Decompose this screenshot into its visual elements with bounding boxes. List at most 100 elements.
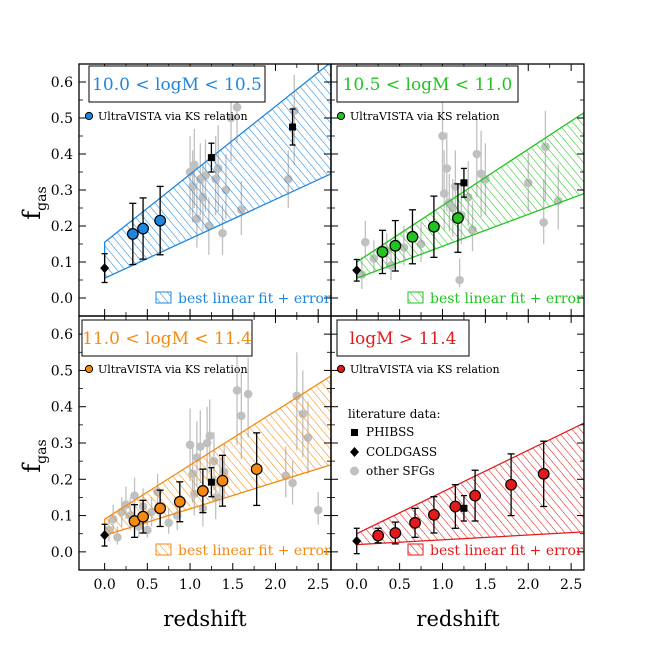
panel-4: 0.0 0.5 1.0 1.5 2.0 2.5 logM > 11.4 UltraVISTA … <box>330 315 585 593</box>
x-tick-label: 2.5 <box>307 577 329 593</box>
fit-band <box>356 422 584 546</box>
x-tick-label: 2.0 <box>264 577 286 593</box>
ultravista-point <box>173 495 186 508</box>
fit-band <box>103 375 331 537</box>
y-tick-label: 0.2 <box>51 472 73 488</box>
ultravista-point <box>469 489 481 502</box>
fit-legend-marker <box>407 291 424 304</box>
x-tick-label: 0.0 <box>346 577 368 593</box>
other-sfg-point <box>438 131 447 141</box>
y-axis-label-top: fgas <box>18 186 50 219</box>
y-axis-label-bottom: fgas <box>18 439 50 472</box>
ultravista-legend-label: UltraVISTA via KS relation <box>350 363 500 376</box>
other-sfg-point <box>313 505 323 515</box>
panel-frame <box>330 315 585 571</box>
panel-1: 0.0 0.1 0.2 0.3 0.4 0.5 0.6 10.0 < logM < 10.5 U… <box>51 63 332 317</box>
other-sfg-point <box>288 478 297 488</box>
phibss-point <box>207 154 215 162</box>
ultravista-point <box>537 467 550 480</box>
coldgass-legend-label: COLDGASS <box>366 445 437 459</box>
panel-title: 11.0 < logM < 11.4 <box>82 329 252 349</box>
ultravista-point <box>406 230 419 243</box>
fit-legend-marker <box>155 291 172 304</box>
other-sfg-point <box>455 275 464 285</box>
ultravista-point <box>372 529 385 542</box>
phibss-legend-label: PHIBSS <box>366 425 414 439</box>
ultravista-point <box>154 214 167 227</box>
ultravista-point <box>137 510 149 523</box>
literature-legend: literature data: PHIBSS COLDGASS other S… <box>348 407 441 478</box>
y-tick-label: 0.5 <box>51 111 73 127</box>
y-tick-label: 0.1 <box>51 509 73 525</box>
panel-title-box <box>81 319 253 357</box>
x-tick-label: 0.5 <box>136 577 158 593</box>
panel-3: 0.0 0.5 1.0 1.5 2.0 2.5 0.0 0.1 0.2 0.3 0.4 0.5 0.6 1… <box>51 315 332 593</box>
x-tick-label: 0.0 <box>93 577 115 593</box>
panel-title-box <box>336 65 519 103</box>
ultravista-legend-label: UltraVISTA via KS relation <box>98 363 248 376</box>
panel-title-box <box>88 65 266 103</box>
phibss-point <box>289 123 297 131</box>
fit-band <box>356 111 584 280</box>
x-tick-label: 1.5 <box>222 577 244 593</box>
ultravista-point <box>428 508 440 521</box>
other-sfgs-legend-label: other SFGs <box>366 464 435 478</box>
y-tick-label: 0.0 <box>51 291 73 307</box>
panel-title: logM > 11.4 <box>350 329 457 349</box>
other-sfg-point <box>361 237 370 247</box>
panel-body <box>352 422 584 555</box>
panel-title-box <box>336 319 470 357</box>
coldgass-point <box>352 535 362 546</box>
other-sfg-point <box>243 389 253 399</box>
ultravista-point <box>196 484 209 497</box>
coldgass-point <box>352 265 362 276</box>
coldgass-point <box>100 263 110 274</box>
other-sfg-point <box>442 164 452 173</box>
other-sfg-point <box>196 442 205 451</box>
y-tick-label: 0.2 <box>51 219 73 235</box>
y-tick-label: 0.6 <box>51 327 73 343</box>
x-tick-label: 1.0 <box>179 577 201 593</box>
y-tick-label: 0.3 <box>51 183 73 199</box>
y-tick-label: 0.0 <box>51 545 73 561</box>
other-sfg-point <box>164 518 173 528</box>
x-tick-label: 2.0 <box>517 577 539 593</box>
other-sfg-point <box>539 218 548 227</box>
ultravista-point <box>137 222 149 235</box>
y-tick-label: 0.4 <box>51 147 73 163</box>
panel-2: 10.5 < logM < 11.0 UltraVISTA via KS rela… <box>330 63 585 317</box>
x-axis-label-right: redshift <box>416 607 500 631</box>
other-sfg-point <box>472 149 482 159</box>
other-sfgs-legend-marker <box>350 466 359 476</box>
ultravista-point <box>505 478 518 491</box>
ultravista-point <box>389 527 402 539</box>
other-sfg-point <box>130 491 139 500</box>
phibss-point <box>460 179 468 187</box>
ultravista-legend-marker <box>84 364 94 374</box>
ultravista-point <box>428 220 440 233</box>
fit-legend-label: best linear fit + error <box>430 543 583 559</box>
x-tick-label: 1.5 <box>474 577 496 593</box>
panel-body <box>100 64 331 284</box>
other-sfg-point <box>232 386 242 395</box>
x-tick-label: 0.5 <box>388 577 410 593</box>
panel-title: 10.5 < logM < 11.0 <box>343 75 513 95</box>
phibss-point <box>460 504 468 512</box>
panel-title: 10.0 < logM < 10.5 <box>92 75 262 95</box>
ultravista-point <box>452 212 464 224</box>
y-tick-label: 0.4 <box>51 400 73 416</box>
ultravista-point <box>216 474 229 487</box>
fit-legend-marker <box>155 543 172 556</box>
ultravista-legend-label: UltraVISTA via KS relation <box>98 110 248 123</box>
other-sfg-point <box>218 228 227 238</box>
panels-layer: 0.0 0.1 0.2 0.3 0.4 0.5 0.6 10.0 < logM < 10.5 U… <box>51 63 585 593</box>
x-tick-label: 1.0 <box>431 577 453 593</box>
other-sfg-point <box>237 411 246 421</box>
y-tick-label: 0.1 <box>51 255 73 271</box>
panel-body <box>100 346 331 547</box>
y-tick-label: 0.3 <box>51 436 73 452</box>
coldgass-legend-marker <box>350 447 359 457</box>
other-sfg-point <box>232 102 242 112</box>
x-axis-label-left: redshift <box>163 607 247 631</box>
